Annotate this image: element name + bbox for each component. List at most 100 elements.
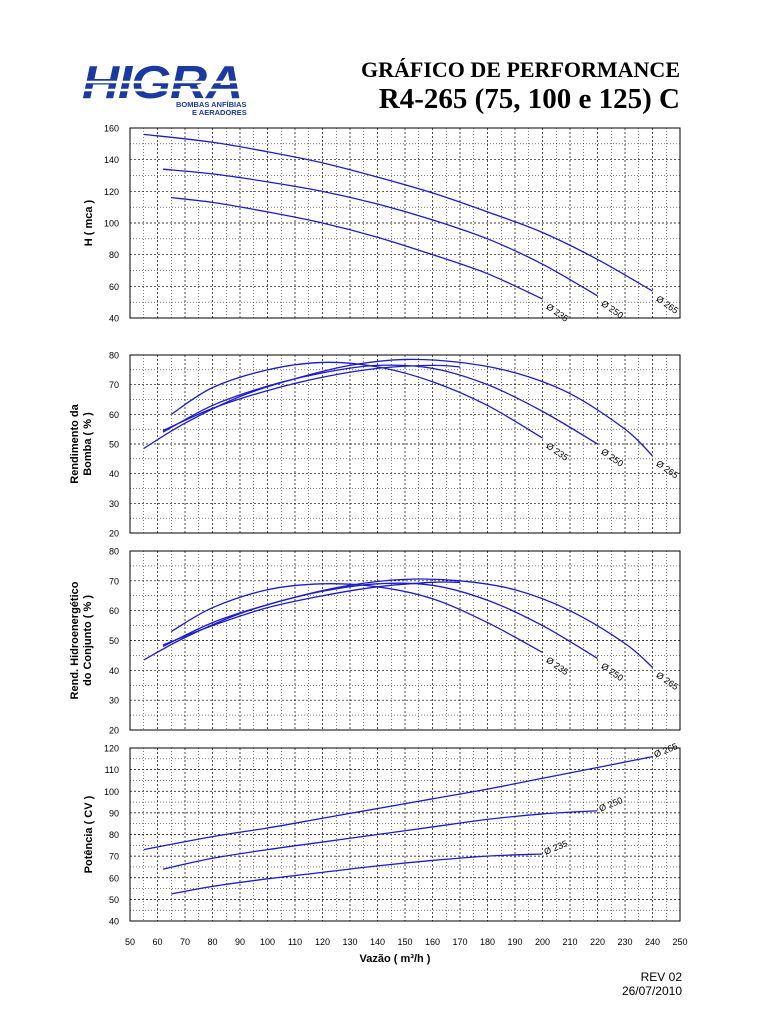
x-tick-label: 120 xyxy=(315,937,330,947)
x-tick-label: 160 xyxy=(425,937,440,947)
y-tick-label: 140 xyxy=(104,155,119,165)
y-tick-label: 90 xyxy=(109,808,119,818)
x-tick-label: 140 xyxy=(370,937,385,947)
y-axis-label-line: Rendimento da xyxy=(69,403,81,483)
logo-subtitle-1: BOMBAS ANFÍBIAS xyxy=(176,100,247,109)
series-label-235: Ø 235 xyxy=(543,838,569,856)
x-tick-label: 90 xyxy=(235,937,245,947)
x-tick-label: 180 xyxy=(480,937,495,947)
y-axis-label: Rend. Hidroenergéticodo Conjunto ( % ) xyxy=(69,581,94,699)
y-tick-label: 60 xyxy=(109,282,119,292)
series-line-series xyxy=(162,581,461,646)
series-line-250 xyxy=(162,364,598,445)
series-line-265 xyxy=(143,578,653,668)
x-tick-label: 60 xyxy=(152,937,162,947)
series-label-250: Ø 250 xyxy=(599,298,625,320)
x-tick-label: 80 xyxy=(207,937,217,947)
y-tick-label: 120 xyxy=(104,744,119,754)
series-label-235: Ø 235 xyxy=(544,301,570,323)
y-tick-label: 40 xyxy=(109,314,119,324)
y-tick-label: 60 xyxy=(109,873,119,883)
y-tick-label: 80 xyxy=(109,830,119,840)
revision-label: REV 02 xyxy=(640,970,682,984)
series-line-250 xyxy=(162,810,598,870)
y-tick-label: 50 xyxy=(109,895,119,905)
y-axis-label-line: Rend. Hidroenergético xyxy=(69,581,81,699)
series-line-265 xyxy=(143,133,653,292)
logo-wordmark: HIGRA xyxy=(82,60,242,108)
x-tick-label: 110 xyxy=(288,937,302,947)
y-axis-label: Potência ( CV ) xyxy=(83,795,95,873)
x-tick-label: 250 xyxy=(672,937,687,947)
series-label-265: Ø 265 xyxy=(654,458,680,480)
y-tick-label: 50 xyxy=(109,440,119,450)
y-tick-label: 70 xyxy=(109,576,119,586)
series-label-265: Ø 265 xyxy=(654,294,680,316)
x-tick-label: 200 xyxy=(535,937,550,947)
series-line-series xyxy=(162,364,461,432)
y-tick-label: 70 xyxy=(109,852,119,862)
y-tick-label: 70 xyxy=(109,380,119,390)
y-tick-label: 160 xyxy=(104,124,119,134)
panel-frame xyxy=(129,747,681,922)
y-tick-label: 100 xyxy=(104,787,119,797)
series-line-235 xyxy=(170,361,543,439)
y-tick-label: 120 xyxy=(104,187,119,197)
y-tick-label: 30 xyxy=(109,499,119,509)
higra-logo: HIGRA BOMBAS ANFÍBIAS E AERADORES xyxy=(80,60,250,117)
x-tick-label: 100 xyxy=(260,937,275,947)
x-tick-label: 190 xyxy=(507,937,522,947)
revision-date: 26/07/2010 xyxy=(621,984,682,998)
x-tick-label: 210 xyxy=(562,937,577,947)
title-line-1: GRÁFICO DE PERFORMANCE xyxy=(361,57,680,82)
revision-block: REV 02 26/07/2010 xyxy=(622,970,682,998)
x-tick-label: 150 xyxy=(397,937,412,947)
series-line-265 xyxy=(143,756,653,851)
panel-frame xyxy=(129,354,681,534)
y-tick-label: 80 xyxy=(109,351,119,361)
y-tick-label: 20 xyxy=(109,529,119,539)
y-tick-label: 110 xyxy=(105,765,119,775)
series-line-235 xyxy=(170,583,543,654)
title-line-2: R4-265 (75, 100 e 125) C xyxy=(378,83,680,115)
x-tick-label: 130 xyxy=(342,937,357,947)
x-tick-label: 70 xyxy=(180,937,190,947)
y-tick-label: 40 xyxy=(109,666,119,676)
x-tick-label: 220 xyxy=(590,937,605,947)
y-axis-label: H ( mca ) xyxy=(83,199,95,246)
y-tick-label: 80 xyxy=(109,250,119,260)
y-axis-label: Rendimento daBomba ( % ) xyxy=(69,403,94,483)
series-label-235: Ø 235 xyxy=(544,655,570,677)
y-tick-label: 60 xyxy=(109,606,119,616)
series-line-235 xyxy=(171,853,543,895)
page-title: GRÁFICO DE PERFORMANCE R4-265 (75, 100 e… xyxy=(361,58,680,116)
series-line-265 xyxy=(143,358,653,457)
y-tick-label: 30 xyxy=(109,696,119,706)
y-tick-label: 100 xyxy=(104,219,119,229)
x-tick-label: 50 xyxy=(125,937,135,947)
y-tick-label: 60 xyxy=(109,410,119,420)
y-tick-label: 40 xyxy=(109,469,119,479)
series-line-250 xyxy=(162,582,598,659)
x-tick-label: 240 xyxy=(645,937,660,947)
y-tick-label: 40 xyxy=(109,917,119,927)
series-label-250: Ø 250 xyxy=(598,795,624,813)
series-label-250: Ø 250 xyxy=(599,446,625,468)
series-line-235 xyxy=(171,197,543,300)
y-tick-label: 80 xyxy=(109,547,119,557)
series-line-250 xyxy=(162,168,598,297)
y-tick-label: 20 xyxy=(109,726,119,736)
y-axis-label-line: do Conjunto ( % ) xyxy=(82,595,94,686)
panel-frame xyxy=(129,550,681,731)
series-label-265: Ø 265 xyxy=(654,670,680,692)
series-label-250: Ø 250 xyxy=(599,661,625,683)
x-tick-label: 230 xyxy=(617,937,632,947)
panel-frame xyxy=(129,127,681,319)
series-label-265: Ø 265 xyxy=(653,741,679,759)
y-tick-label: 50 xyxy=(109,636,119,646)
logo-subtitle-2: E AERADORES xyxy=(192,108,247,117)
x-axis-label: Vazão ( m³/h ) xyxy=(360,953,431,965)
y-axis-label-line: Bomba ( % ) xyxy=(82,412,94,476)
x-tick-label: 170 xyxy=(452,937,467,947)
